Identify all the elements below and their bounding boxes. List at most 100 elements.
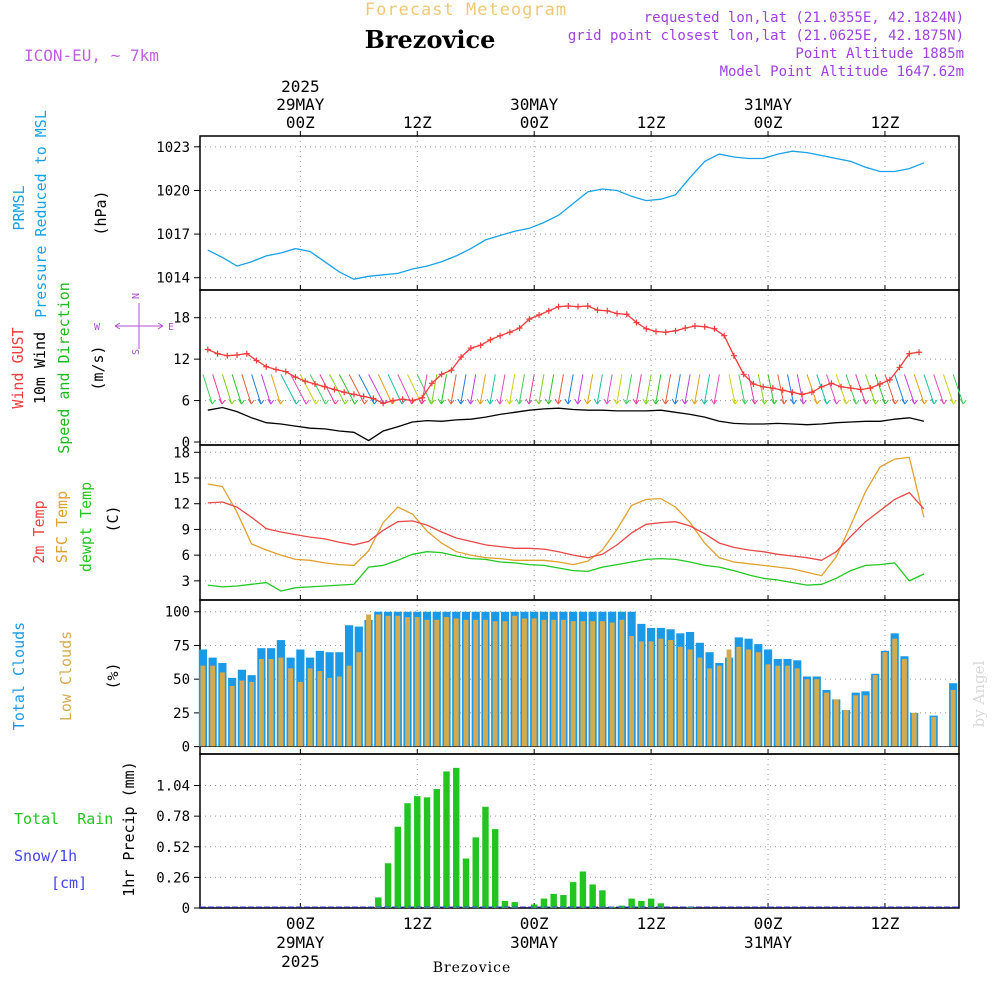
- gust-marker: [740, 371, 747, 378]
- y-tick-label: 1014: [156, 271, 190, 287]
- low-cloud-bar: [901, 658, 907, 747]
- low-cloud-bar: [755, 652, 761, 747]
- rain-bar: [453, 767, 460, 908]
- gust-marker: [760, 383, 767, 390]
- rain-bar: [394, 826, 402, 908]
- wind-arrow: [231, 374, 242, 405]
- wind-arrow-head: [632, 398, 640, 405]
- gust-marker: [818, 383, 825, 390]
- low-cloud-bar: [648, 641, 654, 747]
- wind-arrow-head: [920, 398, 928, 405]
- wind-arrow-head: [622, 398, 630, 405]
- wind-arrow-head: [813, 398, 821, 405]
- gust-marker: [341, 389, 348, 396]
- y-tick-label: 18: [173, 311, 190, 327]
- wind-arrow-head: [218, 398, 226, 405]
- low-cloud-bar: [385, 615, 391, 747]
- wind-arrow-head: [486, 398, 494, 405]
- wind-arrow: [645, 374, 652, 405]
- gust-marker: [575, 303, 582, 310]
- rain-bar: [414, 796, 421, 908]
- low-cloud-bar: [590, 621, 596, 747]
- wind-arrow-head: [661, 398, 669, 405]
- gust-marker: [272, 366, 279, 373]
- wind-arrow-head: [950, 398, 957, 405]
- wind-arrow-head: [257, 398, 265, 405]
- wind-unit: (m/s): [89, 345, 107, 390]
- low-cloud-bar: [863, 695, 868, 747]
- compass-cross-icon: [114, 303, 164, 349]
- gust-marker: [243, 350, 250, 357]
- gust-marker: [584, 302, 591, 309]
- temp-label-sfc: SFC Temp: [53, 491, 71, 563]
- rain-bar: [589, 884, 596, 908]
- gust-marker: [370, 395, 377, 402]
- bottom-tick-label: 2025: [281, 952, 320, 971]
- wind-arrow: [884, 374, 896, 405]
- wind-arrow: [397, 374, 413, 405]
- rain-bar: [384, 863, 392, 908]
- wind-side-labels: Wind GUST 10m Wind Speed and Direction (…: [9, 282, 107, 454]
- wind-arrow: [806, 374, 818, 405]
- bottom-tick-label: 00Z: [754, 914, 783, 933]
- wind-arrow: [942, 374, 954, 405]
- wind-arrow: [738, 374, 746, 405]
- low-cloud-bar: [746, 649, 752, 747]
- wind-arrow-head: [852, 398, 860, 405]
- gust-marker: [916, 349, 923, 356]
- gust-marker: [458, 354, 465, 361]
- low-cloud-bar: [833, 699, 839, 747]
- gust-marker: [594, 307, 601, 314]
- wind-compass: N W E S: [94, 293, 174, 355]
- wind-arrow: [260, 374, 272, 405]
- wind-arrow: [460, 374, 467, 405]
- info-line-3: Point Altitude 1885m: [795, 46, 964, 62]
- wind-arrow: [616, 374, 623, 405]
- wind-arrow: [547, 374, 555, 405]
- gust-marker: [662, 329, 669, 336]
- low-cloud-bar: [249, 681, 255, 747]
- wind-arrow: [894, 374, 906, 405]
- wind-arrow-head: [691, 398, 698, 405]
- wind-arrow: [241, 374, 252, 405]
- gust-marker: [886, 376, 893, 383]
- wind-arrow-head: [862, 398, 870, 405]
- gust-marker: [360, 393, 367, 400]
- wind-arrow-head: [613, 398, 621, 405]
- gust-marker: [224, 352, 231, 359]
- y-tick-label: 1.04: [156, 779, 190, 795]
- wind-label-gust: Wind GUST: [9, 327, 27, 408]
- low-cloud-bar: [307, 668, 313, 747]
- gust-marker: [750, 381, 757, 387]
- wind-arrow: [664, 374, 672, 405]
- wind-arrow-head: [208, 398, 216, 405]
- gust-marker: [604, 307, 611, 314]
- precip-label-cm: [cm]: [51, 874, 87, 892]
- wind-arrow: [684, 374, 691, 405]
- wind-arrow-head: [760, 398, 768, 405]
- wind-arrow: [212, 374, 223, 405]
- wind-arrow: [577, 374, 584, 405]
- gust-marker: [721, 332, 728, 339]
- wind-arrow: [728, 374, 736, 405]
- wind-arrow: [469, 374, 477, 405]
- wind-arrow-head: [302, 398, 310, 405]
- wind-arrow-head: [731, 398, 739, 405]
- low-cloud-bar: [814, 679, 820, 747]
- wind-arrow-head: [710, 398, 718, 405]
- clouds-label-total: Total Clouds: [10, 622, 28, 730]
- model-label: ICON-EU, ~ 7km: [24, 46, 159, 65]
- rain-bar: [599, 890, 606, 908]
- rain-bar: [647, 898, 655, 908]
- wind-arrow: [767, 374, 775, 405]
- rain-bar: [375, 897, 382, 908]
- precip-label-snow: Snow/1h: [14, 847, 77, 865]
- bottom-tick-label: 30MAY: [510, 933, 559, 952]
- low-cloud-bar: [629, 636, 635, 747]
- precip-unit: 1hr Precip (mm): [120, 761, 138, 896]
- bottom-station-label: Brezovice: [433, 960, 512, 976]
- wind-arrow: [694, 374, 701, 405]
- bottom-tick-label: 12Z: [403, 914, 432, 933]
- wind-arrow: [251, 374, 262, 405]
- panel-precipitation: 0 0.26 0.52 0.78 1.04: [156, 753, 960, 917]
